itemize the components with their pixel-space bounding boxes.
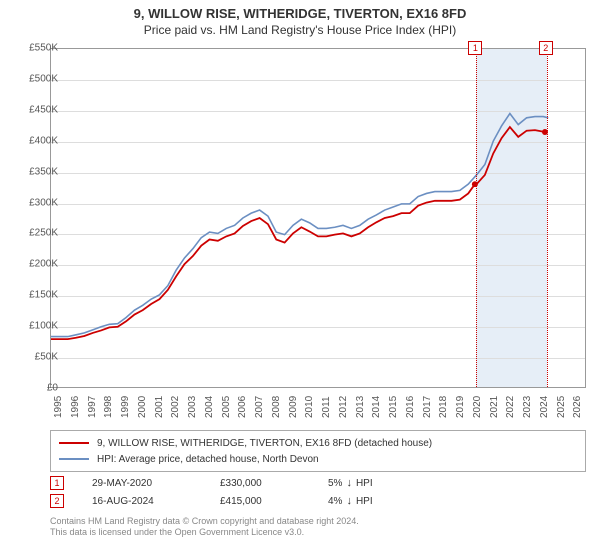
y-tick-label: £450K	[29, 104, 58, 115]
y-tick-label: £100K	[29, 321, 58, 332]
y-tick-label: £150K	[29, 290, 58, 301]
chart-container: 9, WILLOW RISE, WITHERIDGE, TIVERTON, EX…	[0, 0, 600, 560]
legend-swatch-property	[59, 442, 89, 444]
x-tick-label: 2019	[455, 396, 466, 418]
chart-lines-svg	[51, 49, 585, 387]
sale-marker-2: 2	[50, 494, 64, 508]
y-tick-label: £500K	[29, 73, 58, 84]
sales-table: 1 29-MAY-2020 £330,000 5% ↓ HPI 2 16-AUG…	[50, 474, 586, 510]
x-tick-label: 2008	[271, 396, 282, 418]
title-sub: Price paid vs. HM Land Registry's House …	[0, 23, 600, 37]
chart-marker-1: 1	[468, 41, 482, 55]
x-tick-label: 2020	[472, 396, 483, 418]
x-tick-label: 2006	[237, 396, 248, 418]
legend-box: 9, WILLOW RISE, WITHERIDGE, TIVERTON, EX…	[50, 430, 586, 472]
legend-row-hpi: HPI: Average price, detached house, Nort…	[59, 451, 577, 467]
sale-diff-label-1: HPI	[356, 478, 373, 489]
title-main: 9, WILLOW RISE, WITHERIDGE, TIVERTON, EX…	[0, 6, 600, 21]
x-tick-label: 2009	[288, 396, 299, 418]
x-tick-label: 1996	[70, 396, 81, 418]
x-tick-label: 2012	[338, 396, 349, 418]
y-tick-label: £400K	[29, 135, 58, 146]
x-tick-label: 2021	[489, 396, 500, 418]
sale-diff-2: 4% ↓ HPI	[328, 495, 418, 507]
x-tick-label: 2016	[405, 396, 416, 418]
x-tick-label: 2024	[539, 396, 550, 418]
footer-line1: Contains HM Land Registry data © Crown c…	[50, 516, 586, 527]
x-tick-label: 2001	[154, 396, 165, 418]
y-tick-label: £0	[47, 383, 58, 394]
sale-date-1: 29-MAY-2020	[92, 478, 192, 489]
x-tick-label: 2015	[388, 396, 399, 418]
x-tick-label: 2010	[304, 396, 315, 418]
y-tick-label: £350K	[29, 166, 58, 177]
sale-row-2: 2 16-AUG-2024 £415,000 4% ↓ HPI	[50, 492, 586, 510]
y-tick-label: £300K	[29, 197, 58, 208]
x-tick-label: 2018	[438, 396, 449, 418]
y-tick-label: £250K	[29, 228, 58, 239]
sale-diff-pct-1: 5%	[328, 478, 342, 489]
x-tick-label: 2004	[204, 396, 215, 418]
x-tick-label: 2017	[422, 396, 433, 418]
chart-marker-2: 2	[539, 41, 553, 55]
title-block: 9, WILLOW RISE, WITHERIDGE, TIVERTON, EX…	[0, 0, 600, 39]
x-tick-label: 2011	[321, 396, 332, 418]
sale-diff-label-2: HPI	[356, 496, 373, 507]
x-tick-label: 2023	[522, 396, 533, 418]
sale-diff-1: 5% ↓ HPI	[328, 477, 418, 489]
x-tick-label: 2014	[371, 396, 382, 418]
legend-label-property: 9, WILLOW RISE, WITHERIDGE, TIVERTON, EX…	[97, 438, 432, 449]
x-tick-label: 2007	[254, 396, 265, 418]
x-tick-label: 2002	[170, 396, 181, 418]
y-tick-label: £50K	[35, 352, 58, 363]
x-tick-label: 2025	[556, 396, 567, 418]
chart-plot-area	[50, 48, 586, 388]
y-tick-label: £200K	[29, 259, 58, 270]
down-arrow-icon: ↓	[346, 477, 352, 489]
sale-diff-pct-2: 4%	[328, 496, 342, 507]
x-tick-label: 1999	[120, 396, 131, 418]
y-tick-label: £550K	[29, 43, 58, 54]
sale-row-1: 1 29-MAY-2020 £330,000 5% ↓ HPI	[50, 474, 586, 492]
legend-label-hpi: HPI: Average price, detached house, Nort…	[97, 454, 319, 465]
footer-line2: This data is licensed under the Open Gov…	[50, 527, 586, 538]
x-tick-label: 1998	[103, 396, 114, 418]
x-tick-label: 2005	[221, 396, 232, 418]
x-tick-label: 2022	[505, 396, 516, 418]
x-tick-label: 2013	[355, 396, 366, 418]
sale-price-1: £330,000	[220, 478, 300, 489]
sale-price-2: £415,000	[220, 496, 300, 507]
x-tick-label: 1995	[53, 396, 64, 418]
legend-row-property: 9, WILLOW RISE, WITHERIDGE, TIVERTON, EX…	[59, 435, 577, 451]
x-tick-label: 2026	[572, 396, 583, 418]
x-tick-label: 2000	[137, 396, 148, 418]
footer-attribution: Contains HM Land Registry data © Crown c…	[50, 516, 586, 539]
sale-date-2: 16-AUG-2024	[92, 496, 192, 507]
down-arrow-icon: ↓	[346, 495, 352, 507]
x-tick-label: 2003	[187, 396, 198, 418]
sale-marker-1: 1	[50, 476, 64, 490]
legend-swatch-hpi	[59, 458, 89, 460]
x-tick-label: 1997	[87, 396, 98, 418]
